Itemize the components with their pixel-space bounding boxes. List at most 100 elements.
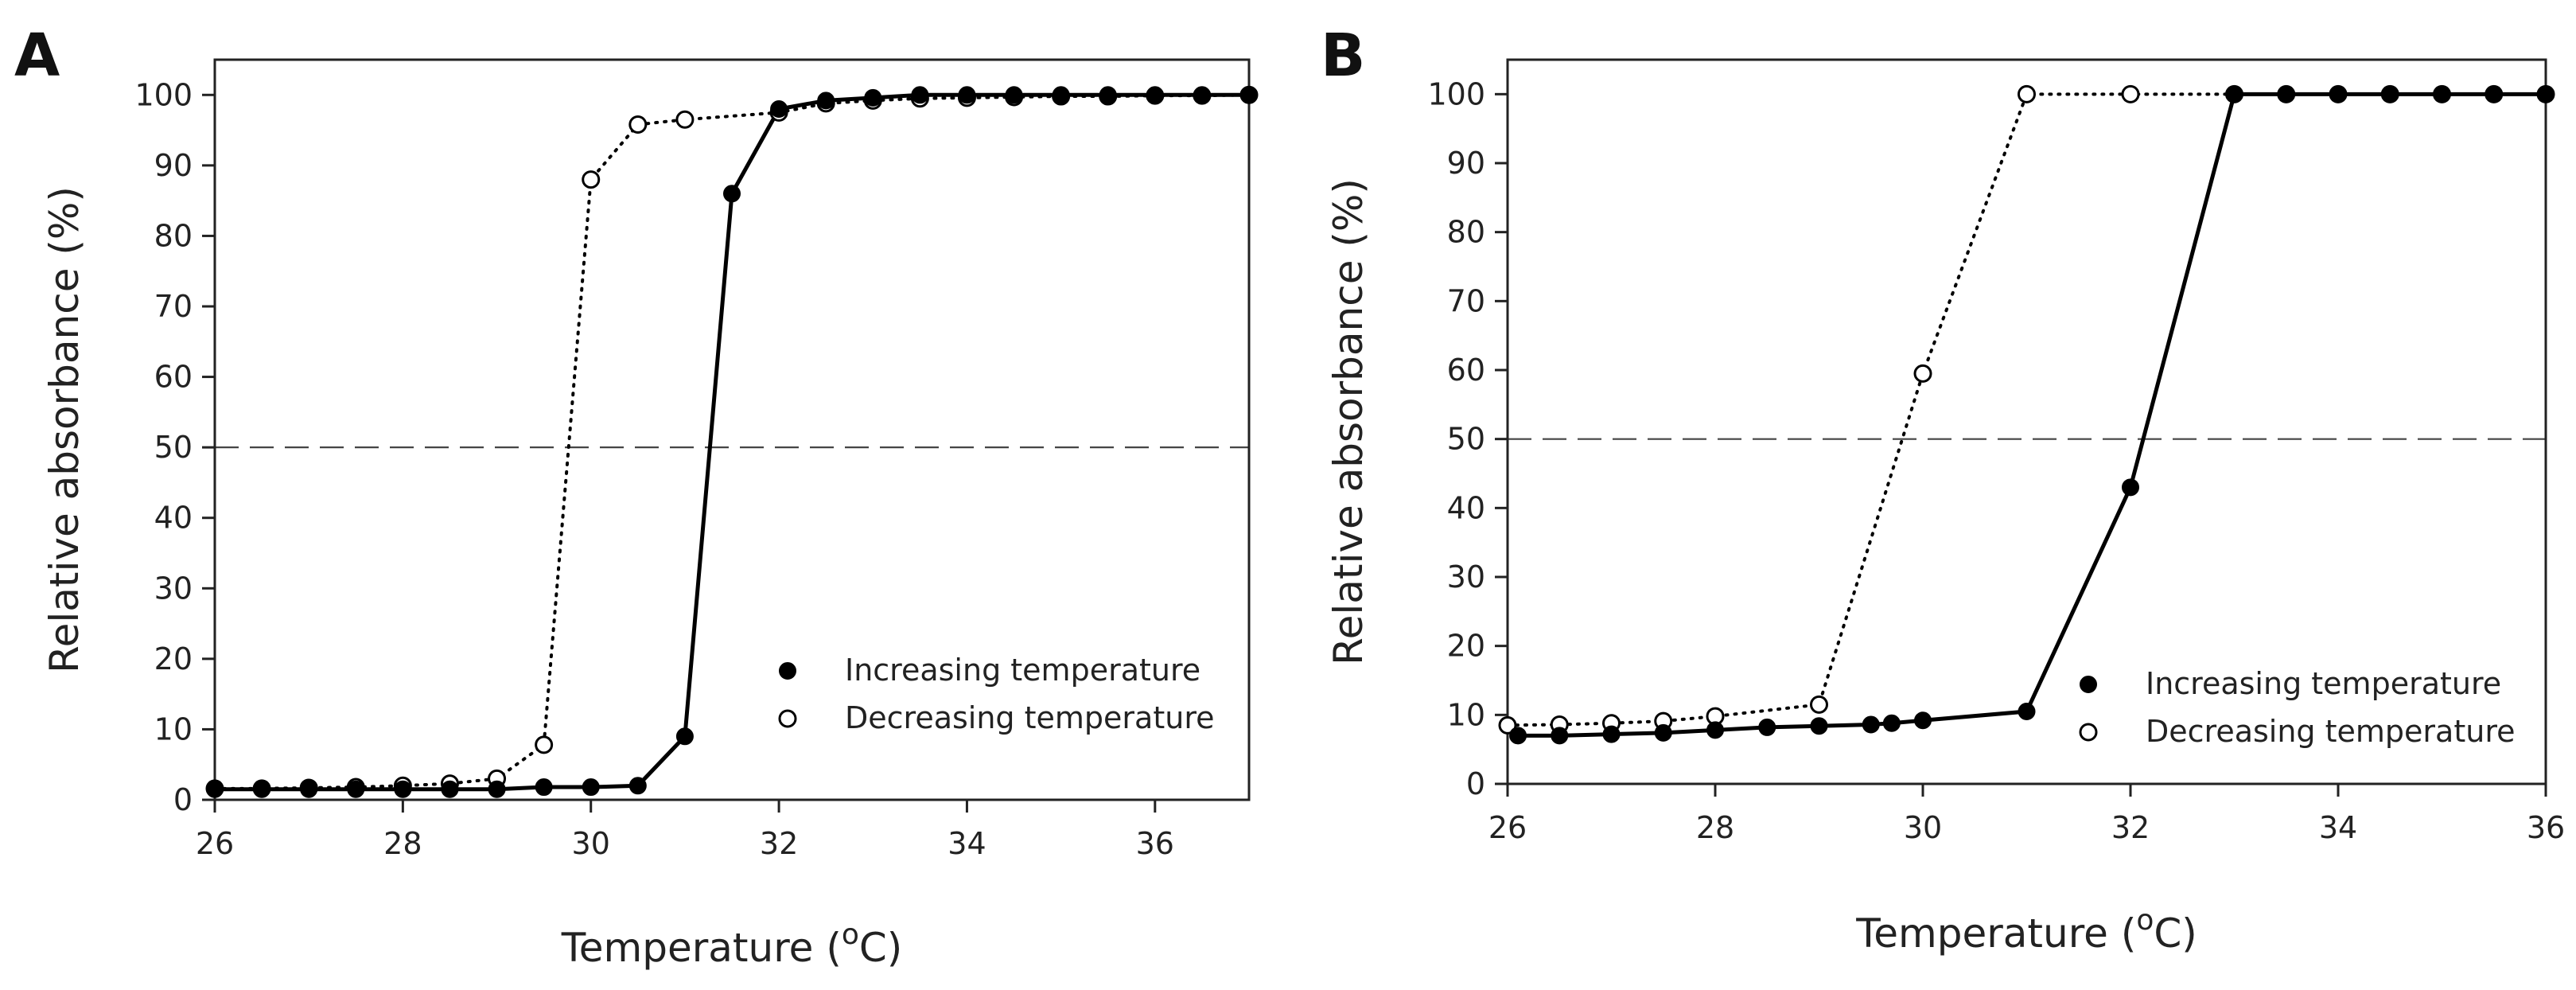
x-axis-title-main: Temperature ( bbox=[561, 925, 842, 971]
data-point-increasing bbox=[864, 88, 882, 107]
y-tick-label: 80 bbox=[1447, 215, 1485, 250]
data-point-increasing bbox=[911, 86, 929, 104]
data-point-increasing bbox=[2225, 85, 2243, 103]
y-axis-title: Relative absorbance (%) bbox=[1325, 178, 1372, 665]
y-tick-label: 20 bbox=[154, 641, 193, 676]
y-tick-label: 70 bbox=[1447, 283, 1485, 318]
data-point-decreasing bbox=[1810, 695, 1828, 714]
y-tick-label: 50 bbox=[154, 430, 193, 465]
x-tick-label: 32 bbox=[760, 826, 798, 861]
data-point-increasing bbox=[488, 780, 506, 798]
legend-label-increasing: Increasing temperature bbox=[845, 653, 1200, 688]
data-point-increasing bbox=[1706, 721, 1724, 739]
data-point-decreasing bbox=[628, 115, 648, 134]
y-tick-label: 0 bbox=[1466, 766, 1485, 801]
legend-marker-decreasing bbox=[2079, 723, 2098, 742]
legend-label-decreasing: Decreasing temperature bbox=[845, 700, 1214, 735]
data-point-increasing bbox=[1509, 727, 1527, 745]
x-tick-label: 26 bbox=[1488, 810, 1527, 845]
data-point-increasing bbox=[441, 780, 459, 798]
x-tick-label: 28 bbox=[1696, 810, 1734, 845]
data-point-increasing bbox=[206, 780, 224, 798]
y-tick-label: 40 bbox=[1447, 490, 1485, 525]
data-point-increasing bbox=[958, 86, 976, 104]
data-point-increasing bbox=[628, 777, 647, 795]
data-point-increasing bbox=[253, 780, 271, 798]
legend-marker-decreasing bbox=[778, 709, 797, 728]
chart-panel-b: B 0 10 20 30 40 50 60 70 80 90 100 26 28 30 32 34 36 Relat… bbox=[1321, 21, 2565, 957]
data-point-decreasing bbox=[675, 110, 695, 129]
data-point-increasing bbox=[770, 100, 788, 118]
x-tick-label: 26 bbox=[196, 826, 234, 861]
data-point-increasing bbox=[817, 92, 835, 110]
y-tick-label: 0 bbox=[173, 782, 193, 817]
data-point-increasing bbox=[2018, 703, 2036, 720]
y-tick-label: 90 bbox=[154, 148, 193, 183]
panel-label: A bbox=[14, 21, 60, 90]
data-point-increasing bbox=[1882, 714, 1901, 732]
data-point-increasing bbox=[300, 780, 318, 798]
y-axis-title: Relative absorbance (%) bbox=[41, 186, 88, 673]
series-line-increasing bbox=[1518, 92, 2546, 738]
data-point-decreasing bbox=[535, 735, 554, 754]
data-point-increasing bbox=[675, 727, 694, 746]
plot-frame bbox=[213, 58, 1251, 801]
x-axis-title-unit: C) bbox=[2154, 910, 2197, 957]
legend: Increasing temperature Decreasing tempera… bbox=[778, 653, 1214, 735]
legend-marker-increasing bbox=[779, 662, 796, 680]
data-point-decreasing bbox=[2018, 84, 2036, 103]
data-point-increasing bbox=[1602, 725, 1621, 743]
x-axis-title-main: Temperature ( bbox=[1855, 910, 2136, 957]
data-point-increasing bbox=[582, 778, 600, 797]
x-tick-label: 28 bbox=[383, 826, 422, 861]
y-tick-label: 50 bbox=[1447, 422, 1485, 457]
y-tick-label: 30 bbox=[154, 571, 193, 606]
x-tick-label: 34 bbox=[2319, 810, 2357, 845]
x-axis-title-superscript: o bbox=[2136, 904, 2154, 937]
x-tick-label: 30 bbox=[572, 826, 610, 861]
data-point-decreasing bbox=[1498, 715, 1517, 735]
y-tick-label: 20 bbox=[1447, 629, 1485, 664]
y-tick-label: 100 bbox=[134, 77, 193, 112]
data-point-increasing bbox=[2433, 85, 2451, 103]
x-tick-label: 34 bbox=[948, 826, 986, 861]
panel-label: B bbox=[1321, 21, 1365, 90]
data-point-increasing bbox=[1914, 711, 1932, 730]
data-point-decreasing bbox=[2121, 84, 2140, 103]
legend-label-increasing: Increasing temperature bbox=[2146, 666, 2501, 701]
data-point-increasing bbox=[2537, 85, 2555, 103]
y-tick-label: 10 bbox=[1447, 697, 1485, 732]
data-point-increasing bbox=[1146, 86, 1164, 104]
x-tick-label: 36 bbox=[2527, 810, 2565, 845]
data-point-increasing bbox=[1052, 86, 1070, 104]
x-tick-label: 32 bbox=[2111, 810, 2150, 845]
data-point-increasing bbox=[1240, 86, 1258, 104]
data-point-increasing bbox=[1758, 718, 1776, 736]
x-tick-label: 30 bbox=[1904, 810, 1942, 845]
data-point-increasing bbox=[347, 780, 365, 798]
x-axis-title: Temperature (oC) bbox=[561, 918, 903, 971]
data-point-increasing bbox=[1551, 727, 1569, 745]
data-point-decreasing bbox=[1913, 364, 1932, 383]
y-tick-label: 90 bbox=[1447, 146, 1485, 181]
data-point-increasing bbox=[1193, 86, 1211, 104]
y-tick-label: 80 bbox=[154, 218, 193, 253]
legend-marker-increasing bbox=[2080, 676, 2097, 693]
data-point-increasing bbox=[1810, 717, 1828, 735]
plot-frame bbox=[1506, 58, 2547, 785]
data-point-increasing bbox=[394, 780, 412, 798]
y-tick-label: 40 bbox=[154, 501, 193, 536]
legend: Increasing temperature Decreasing tempera… bbox=[2079, 666, 2515, 749]
x-axis-title: Temperature (oC) bbox=[1855, 904, 2197, 957]
x-axis-title-unit: C) bbox=[859, 925, 902, 971]
data-point-increasing bbox=[1654, 723, 1672, 742]
y-tick-label: 10 bbox=[154, 711, 193, 746]
chart-panel-a: A 0 10 20 30 40 50 60 70 80 90 100 26 28 30 32 34 36 Relat… bbox=[14, 21, 1259, 971]
data-point-increasing bbox=[1862, 715, 1880, 734]
y-tick-label: 30 bbox=[1447, 559, 1485, 594]
series-line-decreasing bbox=[1506, 92, 2547, 727]
data-point-increasing bbox=[2277, 85, 2295, 103]
x-tick-label: 36 bbox=[1136, 826, 1174, 861]
data-point-increasing bbox=[2381, 85, 2399, 103]
